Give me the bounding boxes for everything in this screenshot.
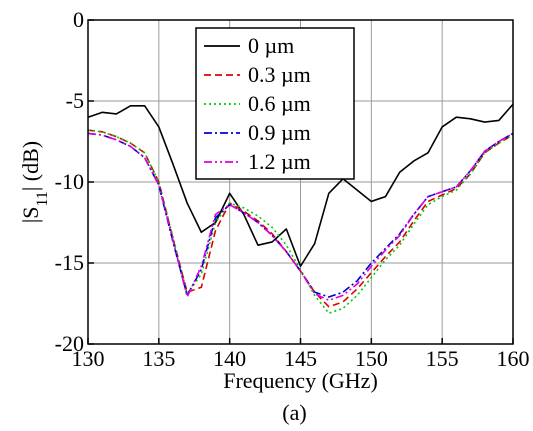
x-tick-label: 150 <box>355 346 388 371</box>
x-axis-title: Frequency (GHz) <box>223 368 378 393</box>
series-line-5 <box>87 132 514 302</box>
series-line-2 <box>87 129 514 308</box>
legend-label: 0.3 µm <box>248 62 311 87</box>
y-axis-title: |S11| (dB) <box>18 141 51 223</box>
legend-label: 0 µm <box>248 33 294 58</box>
legend-item-1: 0 µm <box>204 33 294 58</box>
legend-item-2: 0.3 µm <box>204 62 311 87</box>
legend-item-5: 1.2 µm <box>204 149 311 174</box>
y-axis-title-main: |S <box>18 207 43 224</box>
legend: 0 µm 0.3 µm 0.6 µm 0.9 µm 1.2 µm <box>195 27 355 180</box>
y-tick-label: -15 <box>55 250 84 275</box>
y-axis-title-tail: | (dB) <box>18 141 43 191</box>
legend-items: 0 µm 0.3 µm 0.6 µm 0.9 µm 1.2 µm <box>204 33 311 174</box>
series-line-3 <box>87 129 514 315</box>
x-tick-label: 140 <box>213 346 246 371</box>
y-axis-title-subscript: 11 <box>34 191 51 206</box>
y-tick-label: -20 <box>55 331 84 356</box>
tick-labels: 130 135 140 145 150 155 160 0 -5 -10 -15 -20 <box>55 7 530 371</box>
series-layer <box>87 103 514 315</box>
figure-caption: (a) <box>282 400 306 425</box>
y-tick-label: -10 <box>55 169 84 194</box>
legend-label: 0.9 µm <box>248 120 311 145</box>
x-tick-label: 130 <box>72 346 105 371</box>
legend-label: 1.2 µm <box>248 149 311 174</box>
legend-label: 0.6 µm <box>248 91 311 116</box>
legend-item-3: 0.6 µm <box>204 91 311 116</box>
x-tick-label: 135 <box>142 346 175 371</box>
y-tick-label: 0 <box>73 7 84 32</box>
x-tick-label: 145 <box>284 346 317 371</box>
series-line-1 <box>87 103 514 268</box>
legend-item-4: 0.9 µm <box>204 120 311 145</box>
y-tick-label: -5 <box>66 88 84 113</box>
x-tick-label: 155 <box>426 346 459 371</box>
ticks <box>87 19 514 345</box>
x-tick-label: 160 <box>497 346 530 371</box>
legend-box <box>195 27 355 180</box>
